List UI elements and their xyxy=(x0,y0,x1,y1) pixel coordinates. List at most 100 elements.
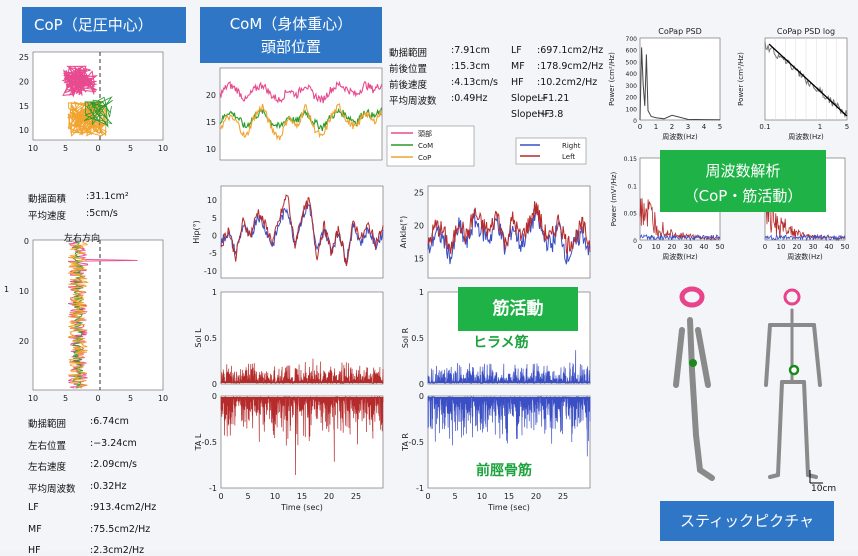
psd-log-curve xyxy=(764,42,848,119)
stick-segment xyxy=(689,367,699,438)
y-tick-label: 1 xyxy=(419,288,424,297)
emg-trace xyxy=(427,395,591,457)
x-tick-label: 10 xyxy=(477,492,487,501)
com-banner: CoM（身体重心） 頭部位置 xyxy=(200,7,382,63)
y-tick-label: 100 xyxy=(626,106,638,113)
x-tick-label: 10 xyxy=(777,243,786,251)
x-tick-label: 30 xyxy=(684,243,693,251)
stat-key: SlopeHF xyxy=(511,109,550,120)
ml-title: 左右方向 xyxy=(64,234,101,244)
front-segment xyxy=(802,380,810,477)
emg-psd-blue xyxy=(639,233,721,242)
y-tick-label: 0.05 xyxy=(624,211,638,218)
y-tick-label: 25 xyxy=(414,189,424,198)
x-tick-label: 0 xyxy=(638,123,642,131)
x-tick-label: 50 xyxy=(716,243,725,251)
x-tick-label: 5 xyxy=(63,144,68,153)
x-tick-label: 0 xyxy=(95,144,100,153)
plot-area xyxy=(427,185,591,279)
y-tick-label: 600 xyxy=(626,48,638,55)
front-segment xyxy=(768,473,780,479)
stat-key: HF xyxy=(511,77,524,88)
stat-key: 平均周波数 xyxy=(389,96,437,107)
stick-segment xyxy=(693,432,703,473)
stat-value: :697.1cm2/Hz xyxy=(537,45,604,56)
stick-segment xyxy=(695,327,711,388)
y-axis-label: Power (mV²/Hz) xyxy=(610,171,618,226)
head-marker xyxy=(679,286,705,308)
x-tick-label: 10 xyxy=(28,394,38,403)
stat-key: 左右位置 xyxy=(28,440,67,452)
front-segment xyxy=(806,473,818,479)
x-tick-label: 5 xyxy=(845,123,849,131)
stat-value: :31.1cm² xyxy=(86,191,129,202)
y-axis-label: TA L xyxy=(194,433,203,451)
x-axis-label: 周波数(Hz) xyxy=(662,252,698,261)
left-edge-mark: 1 xyxy=(4,285,10,294)
joint-series-Left xyxy=(427,201,591,255)
y-axis-label: Sol L xyxy=(194,328,203,348)
stat-value: :178.9cm2/Hz xyxy=(537,61,604,72)
x-tick-label: 0 xyxy=(218,492,223,501)
com-banner-line2: 頭部位置 xyxy=(260,38,321,56)
x-tick-label: 10 xyxy=(270,492,280,501)
y-tick-label: 300 xyxy=(626,83,638,90)
stat-value: :−1.21 xyxy=(537,93,570,104)
y-tick-label: 0 xyxy=(633,118,637,125)
stat-value: :10.2cm2/Hz xyxy=(537,77,598,88)
stat-key: MF xyxy=(28,523,42,535)
x-tick-label: 10 xyxy=(158,394,168,403)
stat-key: MF xyxy=(511,61,525,72)
y-axis-label: Hip(°) xyxy=(192,220,201,244)
rl-legend-box xyxy=(515,137,587,165)
y-tick-label: 0.1 xyxy=(627,183,637,190)
legend-label: Right xyxy=(562,142,581,150)
stat-key: 動揺面積 xyxy=(28,194,67,205)
y-tick-label: 500 xyxy=(626,59,638,66)
emg-trace xyxy=(220,358,384,385)
y-tick-label: 15 xyxy=(19,102,29,111)
y-tick-label: 20 xyxy=(414,221,424,230)
y-tick-label: 25 xyxy=(19,53,29,62)
y-tick-label: -5 xyxy=(209,249,217,258)
y-axis-label: TA R xyxy=(401,433,410,452)
y-tick-label: 15 xyxy=(414,254,424,263)
y-tick-label: -1 xyxy=(416,484,424,493)
com-series-CoP xyxy=(219,103,383,141)
stick-segment xyxy=(697,467,715,481)
emg-trace xyxy=(427,350,591,385)
y-tick-label: 400 xyxy=(626,71,638,78)
stat-key: 動揺範囲 xyxy=(389,48,428,59)
y-tick-label: -1 xyxy=(209,484,217,493)
x-tick-label: 0 xyxy=(95,394,100,403)
x-tick-label: 5 xyxy=(718,123,722,131)
x-axis-label: Time (sec) xyxy=(487,503,530,512)
stat-value: :−3.24cm xyxy=(90,437,137,449)
x-tick-label: 2 xyxy=(670,123,674,131)
plot-area xyxy=(639,37,721,121)
y-tick-label: 0.5 xyxy=(411,334,424,343)
legend-label: 頭部 xyxy=(418,129,432,138)
y-tick-label: 5 xyxy=(212,214,217,223)
y-axis-label: Sol R xyxy=(401,327,410,348)
y-axis-label: Ankle(°) xyxy=(399,216,408,249)
stat-value: :0.49Hz xyxy=(451,93,488,104)
cop-banner: CoP（足圧中心） xyxy=(22,7,186,43)
x-tick-label: 15 xyxy=(504,492,514,501)
x-tick-label: 5 xyxy=(63,394,68,403)
stat-value: :913.4cm2/Hz xyxy=(90,502,157,513)
joint-series-Right xyxy=(220,204,384,264)
com-banner-line1: CoM（身体重心） xyxy=(229,15,353,33)
x-tick-label: 3 xyxy=(686,123,690,131)
x-tick-label: 50 xyxy=(841,243,850,251)
x-tick-label: 0.1 xyxy=(759,123,770,131)
head-marker-front xyxy=(783,288,801,306)
stat-key: SlopeLF xyxy=(511,93,549,104)
com-series-頭部 xyxy=(219,80,383,104)
psd-title: CoPap PSD xyxy=(658,27,702,36)
plot-area xyxy=(32,239,164,391)
x-tick-label: 15 xyxy=(297,492,307,501)
legend-label: CoP xyxy=(418,154,431,162)
legend-label: CoM xyxy=(418,142,433,150)
y-tick-label: 10 xyxy=(206,145,216,154)
